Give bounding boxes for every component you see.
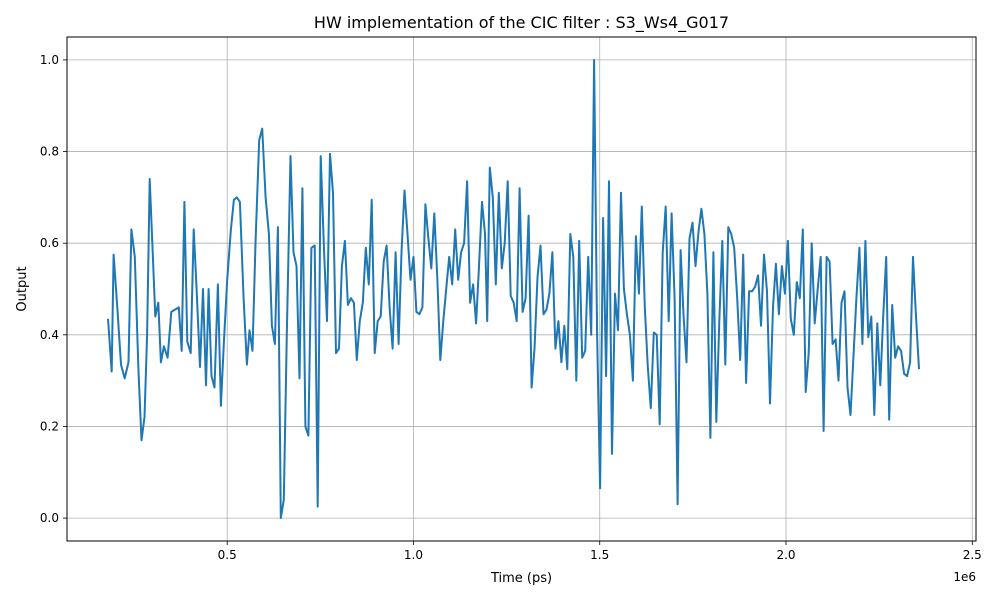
chart-title: HW implementation of the CIC filter : S3… <box>314 13 729 33</box>
x-axis-label: Time (ps) <box>490 571 552 586</box>
series-group <box>107 58 920 520</box>
x-tick-label: 1.0 <box>404 548 423 562</box>
plot-area-frame <box>66 36 977 542</box>
series-line <box>107 58 920 520</box>
x-axis-ticks: 0.5 1.0 1.5 2.0 2.5 <box>218 541 982 562</box>
y-tick-label: 0.4 <box>40 328 59 342</box>
y-tick-label: 0.8 <box>40 145 59 159</box>
x-tick-label: 0.5 <box>218 548 237 562</box>
x-tick-label: 1.5 <box>590 548 609 562</box>
y-axis-ticks: 0.0 0.2 0.4 0.6 0.8 1.0 <box>40 53 67 525</box>
y-tick-label: 0.0 <box>40 511 59 525</box>
y-tick-label: 0.2 <box>40 419 59 433</box>
y-tick-label: 1.0 <box>40 53 59 67</box>
x-tick-label: 2.0 <box>776 548 795 562</box>
x-tick-label: 2.5 <box>963 548 982 562</box>
y-axis-label: Output <box>15 266 30 311</box>
x-axis-offset-label: 1e6 <box>953 570 976 584</box>
y-tick-label: 0.6 <box>40 236 59 250</box>
